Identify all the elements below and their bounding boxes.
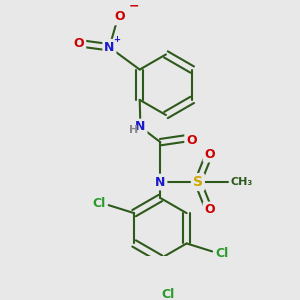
Text: H: H (129, 125, 139, 135)
Text: −: − (128, 0, 139, 13)
Text: O: O (205, 203, 215, 216)
Text: O: O (115, 11, 125, 23)
Text: Cl: Cl (92, 197, 105, 210)
Text: O: O (205, 148, 215, 160)
Text: Cl: Cl (215, 247, 229, 260)
Text: O: O (186, 134, 197, 147)
Text: N: N (155, 176, 166, 188)
Text: N: N (104, 41, 115, 54)
Text: CH₃: CH₃ (231, 177, 253, 187)
Text: N: N (135, 121, 146, 134)
Text: Cl: Cl (162, 288, 175, 300)
Text: O: O (74, 37, 84, 50)
Text: +: + (113, 35, 120, 44)
Text: S: S (193, 175, 203, 189)
